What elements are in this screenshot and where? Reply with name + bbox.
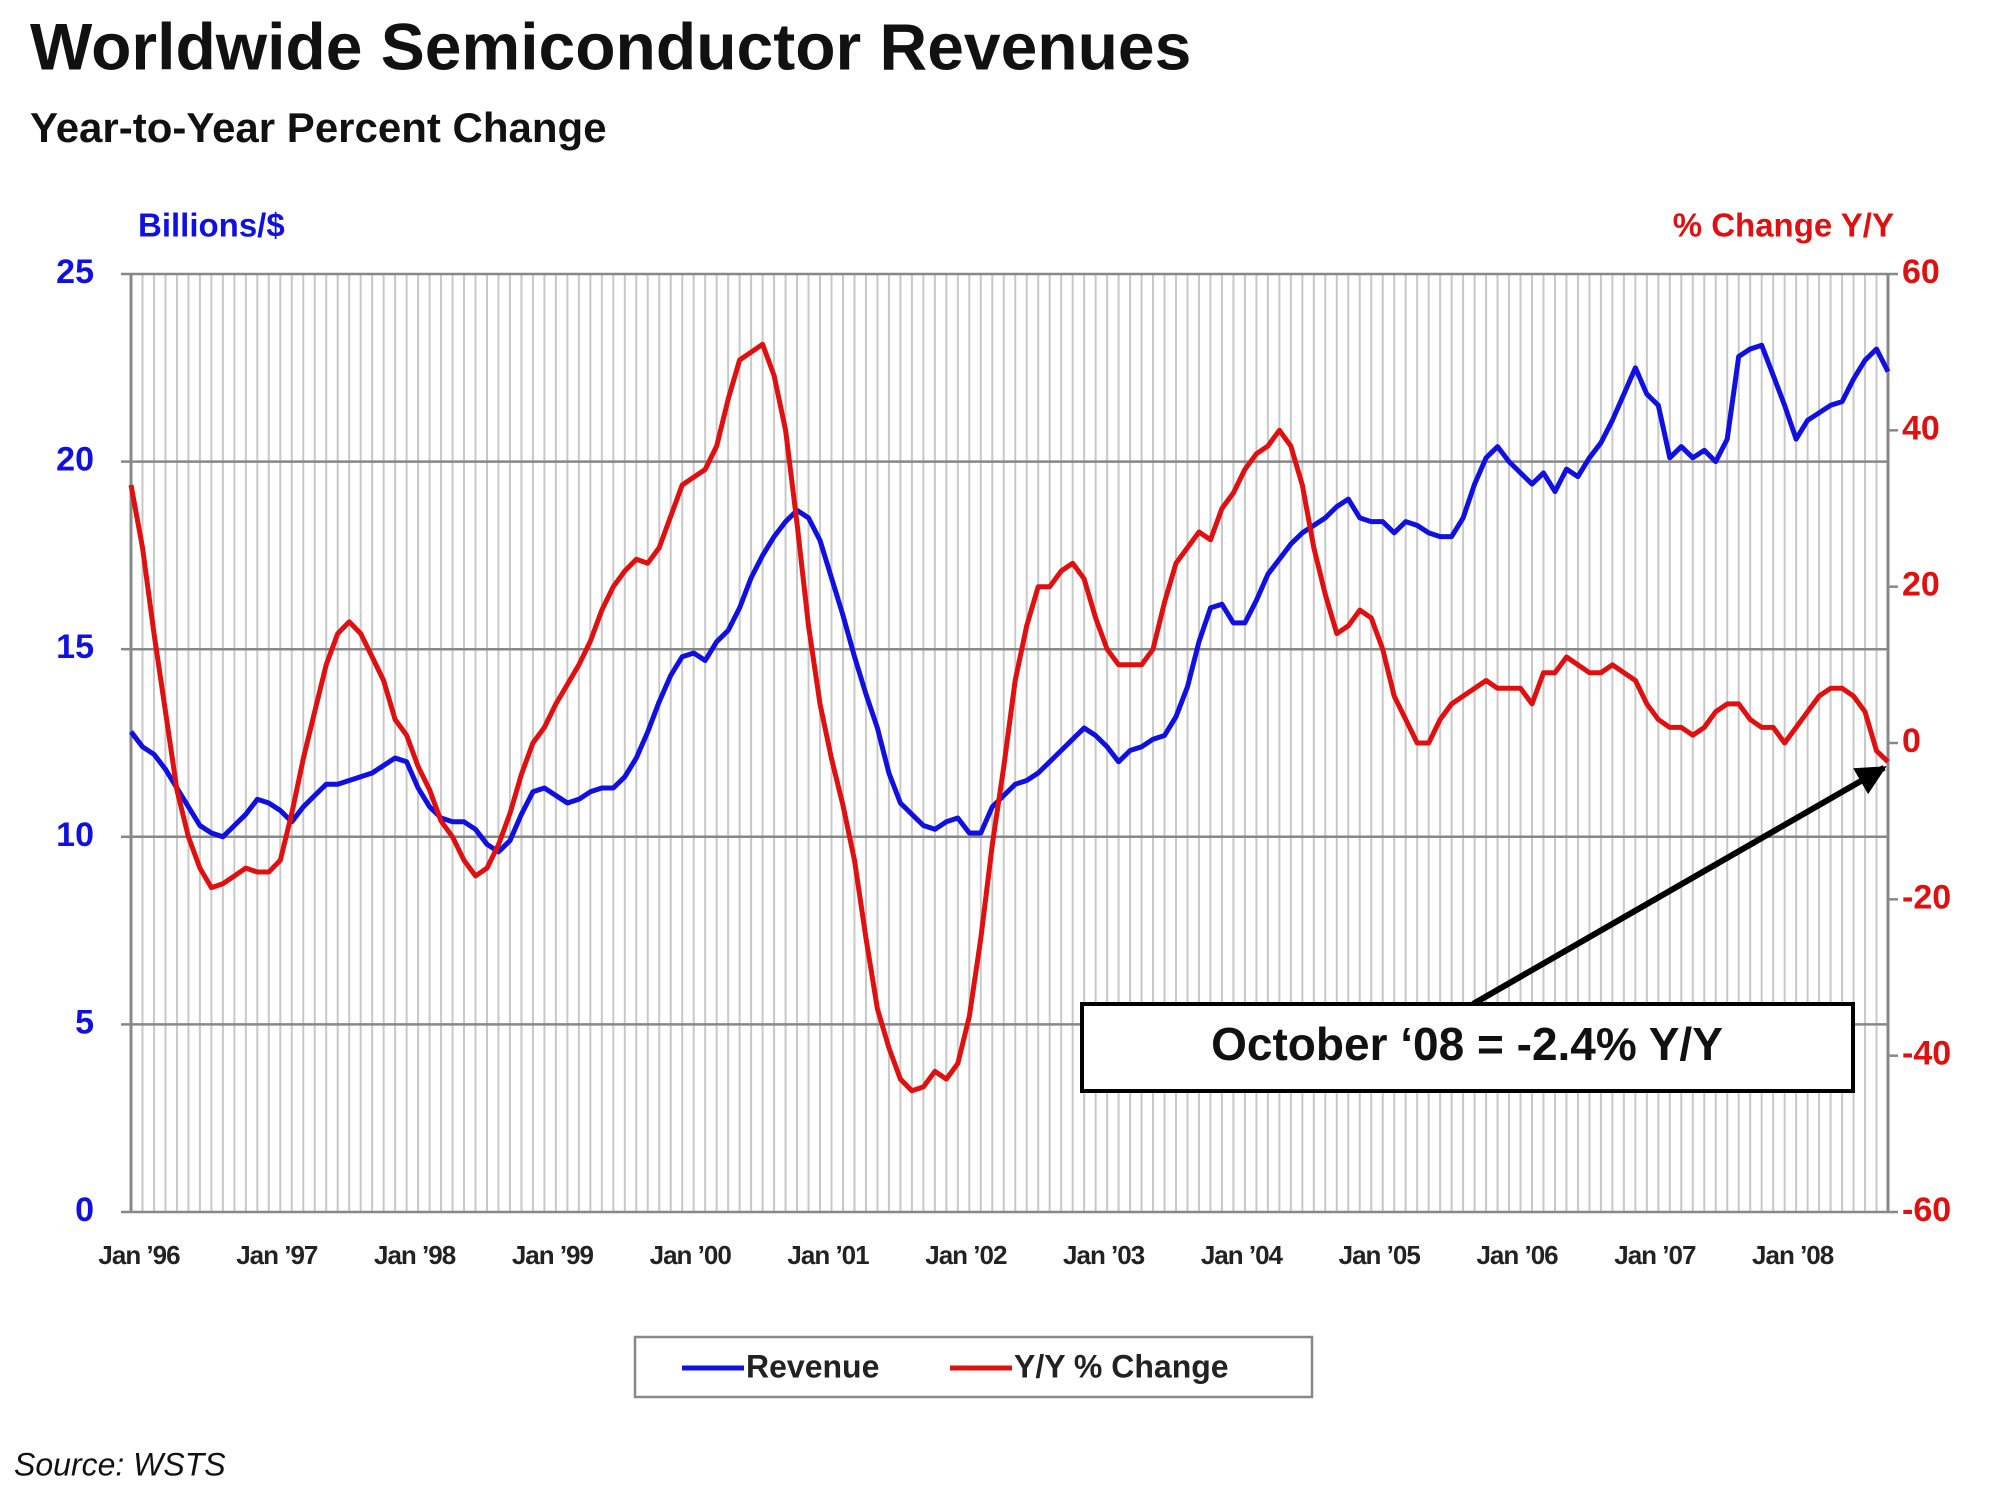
x-tick-label: Jan ’01 — [787, 1240, 869, 1270]
y2-tick-label: -40 — [1902, 1035, 1951, 1073]
source: Source: WSTS — [14, 1446, 226, 1482]
x-tick-label: Jan ’06 — [1476, 1240, 1558, 1270]
x-tick-label: Jan ’04 — [1201, 1240, 1284, 1270]
y-axis-label: Billions/$ — [138, 207, 285, 244]
series-line — [129, 342, 1891, 855]
y-tick-label: 20 — [56, 441, 94, 479]
annotation: October ‘08 = -2.4% Y/Y — [1211, 1018, 1723, 1070]
x-tick-label: Jan ’97 — [236, 1240, 318, 1270]
x-tick-label: Jan ’08 — [1752, 1240, 1834, 1270]
y-tick-label: 0 — [75, 1191, 94, 1229]
y2-tick-label: -60 — [1902, 1191, 1951, 1229]
legend-label: Y/Y % Change — [1014, 1348, 1229, 1384]
legend-label: Revenue — [746, 1348, 879, 1384]
chart-title: Worldwide Semiconductor Revenues — [30, 9, 1191, 83]
y2-tick-label: 0 — [1902, 722, 1921, 760]
x-tick-label: Jan ’03 — [1063, 1240, 1145, 1270]
series-line — [128, 341, 1890, 1094]
x-tick-label: Jan ’02 — [925, 1240, 1007, 1270]
x-tick-label: Jan ’05 — [1339, 1240, 1421, 1270]
y-tick-label: 25 — [56, 253, 94, 291]
y2-tick-label: 20 — [1902, 566, 1940, 604]
legend-box — [633, 1335, 1314, 1399]
chart-subtitle: Year-to-Year Percent Change — [30, 104, 607, 151]
y-tick-label: 5 — [75, 1003, 94, 1041]
y-tick-label: 15 — [56, 628, 94, 666]
y2-tick-label: 40 — [1902, 409, 1940, 447]
x-tick-label: Jan ’96 — [98, 1240, 180, 1270]
y2-tick-label: -20 — [1902, 878, 1951, 916]
x-tick-label: Jan ’00 — [650, 1240, 732, 1270]
x-tick-label: Jan ’98 — [374, 1240, 456, 1270]
y2-tick-label: 60 — [1902, 253, 1940, 291]
x-tick-label: Jan ’99 — [512, 1240, 594, 1270]
y2-axis-label: % Change Y/Y — [1673, 207, 1894, 244]
y-tick-label: 10 — [56, 816, 94, 854]
annotation-box — [1080, 1002, 1855, 1093]
annotation-arrow — [1471, 765, 1887, 1007]
x-tick-label: Jan ’07 — [1614, 1240, 1696, 1270]
